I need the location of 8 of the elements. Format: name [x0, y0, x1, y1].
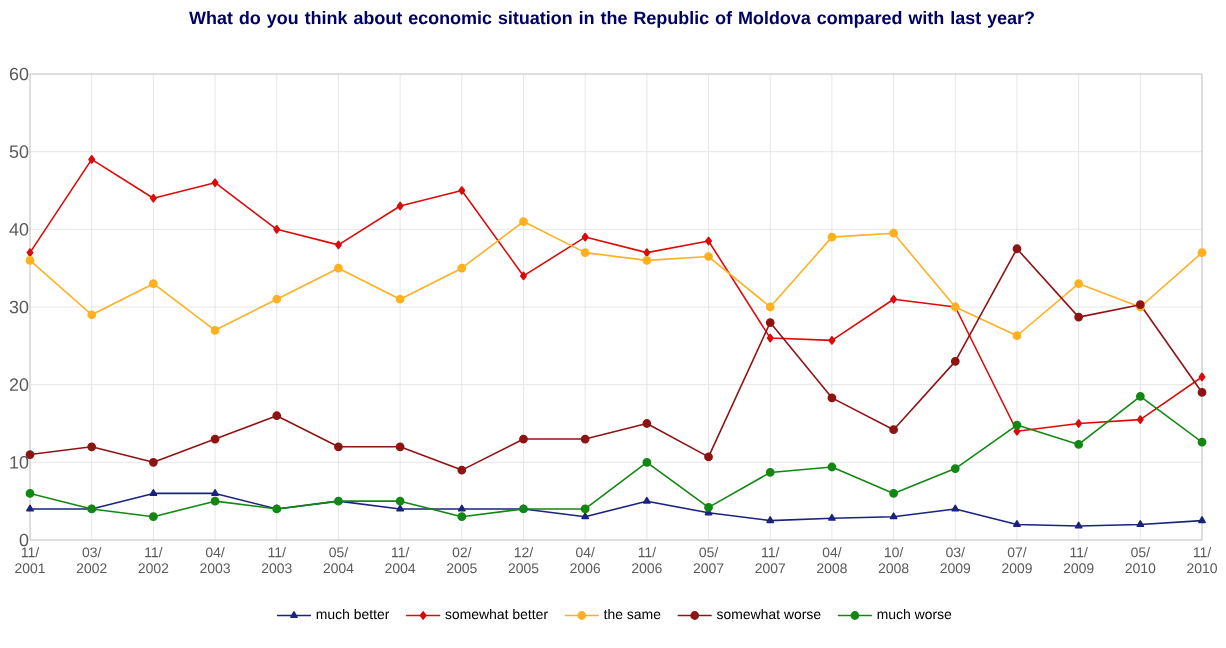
y-tick-label: 40 [9, 222, 29, 236]
y-tick-label: 50 [9, 145, 29, 159]
y-tick-label: 10 [10, 455, 29, 469]
y-tick-label: 0 [19, 533, 29, 547]
y-tick-label: 60 [9, 67, 29, 81]
chart-title: What do you think about economic situation in the Republic of Moldova compared with last year? [189, 11, 1034, 28]
y-tick-label: 20 [9, 378, 29, 392]
y-tick-label: 30 [9, 300, 29, 314]
